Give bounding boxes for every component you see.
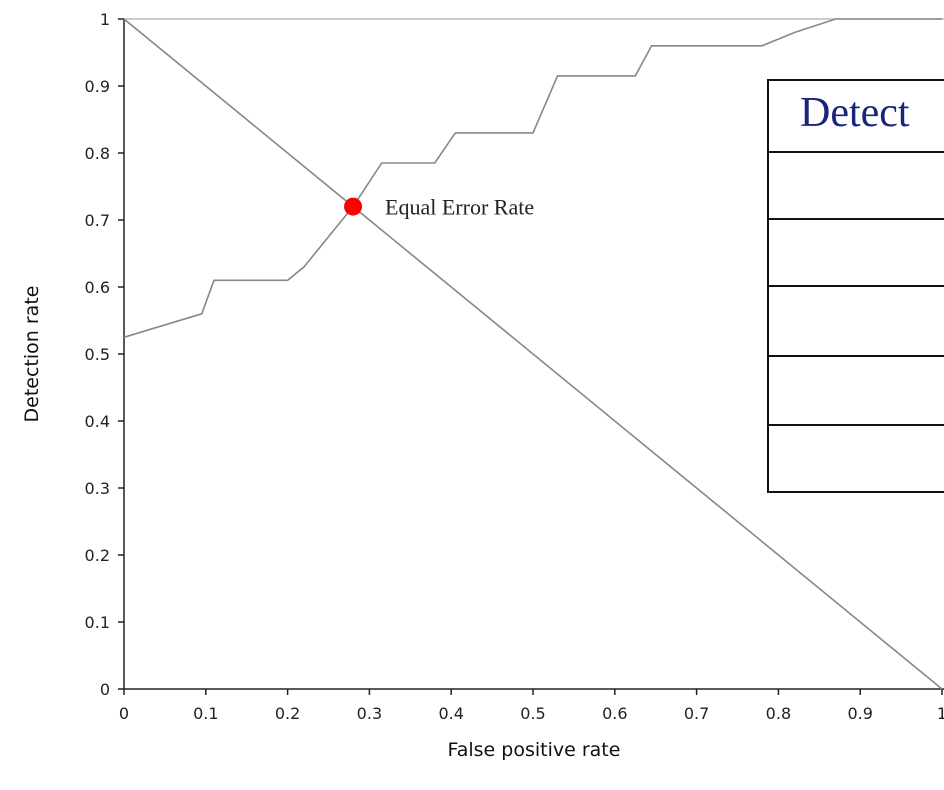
y-tick-label: 0.1	[85, 613, 110, 632]
x-tick-label: 0.2	[275, 704, 300, 723]
y-tick-label: 0.2	[85, 546, 110, 565]
equal-error-rate-label: Equal Error Rate	[385, 195, 534, 220]
y-tick-label: 0.9	[85, 77, 110, 96]
detection-table: Detect	[767, 79, 944, 493]
x-tick-label: 0.1	[193, 704, 218, 723]
x-axis-label: False positive rate	[448, 739, 621, 761]
roc-curve-line	[123, 18, 942, 339]
equal-error-rate-point	[344, 197, 363, 216]
y-tick-label: 0	[100, 680, 110, 699]
y-tick-label: 0.3	[85, 479, 110, 498]
x-tick-label: 0.3	[357, 704, 382, 723]
marker-layer: Equal Error Rate	[344, 195, 534, 220]
equal-error-diagonal-line	[123, 18, 943, 690]
x-tick-label: 0.8	[766, 704, 791, 723]
y-tick-label: 0.6	[85, 278, 110, 297]
x-tick-label: 1	[937, 704, 944, 723]
x-tick-label: 0	[119, 704, 129, 723]
x-tick-label: 0.9	[847, 704, 872, 723]
y-axis-ticks: 0 0.1 0.2 0.3 0.4 0.5 0.6 0.7 0.8 0.9 1	[85, 10, 124, 699]
x-axis-ticks: 0 0.1 0.2 0.3 0.4 0.5 0.6 0.7 0.8 0.9 1	[119, 689, 944, 723]
y-tick-label: 0.4	[85, 412, 110, 431]
x-tick-label: 0.5	[520, 704, 545, 723]
table-title: Detect	[800, 90, 910, 136]
x-tick-label: 0.6	[602, 704, 627, 723]
y-tick-label: 1	[100, 10, 110, 29]
y-axis-label: Detection rate	[21, 286, 43, 423]
y-tick-label: 0.8	[85, 144, 110, 163]
y-tick-label: 0.5	[85, 345, 110, 364]
x-tick-label: 0.7	[684, 704, 709, 723]
y-tick-label: 0.7	[85, 211, 110, 230]
series-layer	[123, 18, 943, 690]
x-tick-label: 0.4	[438, 704, 463, 723]
